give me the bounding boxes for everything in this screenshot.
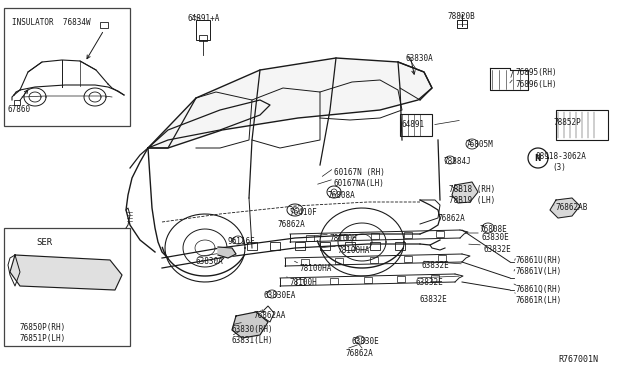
Text: 60167NA(LH): 60167NA(LH) — [334, 179, 385, 188]
Bar — [395, 242, 405, 250]
Text: 63831(LH): 63831(LH) — [231, 336, 273, 345]
Bar — [199, 35, 207, 41]
Text: 64891: 64891 — [402, 120, 425, 129]
Text: 76862A: 76862A — [438, 214, 466, 223]
Text: 63832E: 63832E — [420, 295, 448, 304]
Polygon shape — [10, 255, 122, 290]
Bar — [301, 259, 309, 264]
Bar — [556, 110, 608, 140]
Text: 76861Q(RH): 76861Q(RH) — [516, 285, 563, 294]
Bar — [370, 242, 380, 250]
Text: 76862A: 76862A — [346, 349, 374, 358]
Polygon shape — [218, 247, 236, 258]
Text: 76410F: 76410F — [290, 208, 317, 217]
Bar — [295, 242, 305, 250]
Bar — [270, 242, 280, 250]
Bar — [457, 20, 467, 28]
Bar — [296, 279, 304, 285]
Text: (3): (3) — [552, 163, 566, 172]
Bar — [100, 22, 108, 28]
Bar — [369, 257, 378, 263]
Text: 78B18 (RH): 78B18 (RH) — [449, 185, 495, 194]
Text: 78100H: 78100H — [330, 234, 358, 243]
Polygon shape — [232, 312, 268, 338]
Text: 76862A: 76862A — [278, 220, 306, 229]
Bar — [404, 256, 412, 262]
Bar — [339, 234, 346, 240]
Text: 78100H: 78100H — [290, 278, 317, 287]
Bar — [196, 20, 210, 40]
Text: 76850P(RH): 76850P(RH) — [19, 323, 65, 332]
Text: 76861V(LH): 76861V(LH) — [516, 267, 563, 276]
Text: 76861R(LH): 76861R(LH) — [516, 296, 563, 305]
Text: 64891+A: 64891+A — [188, 14, 220, 23]
Bar — [14, 100, 20, 105]
Text: 76808A: 76808A — [327, 191, 355, 200]
Bar — [371, 233, 379, 239]
Text: 76862AA: 76862AA — [254, 311, 286, 320]
Text: 08918-3062A: 08918-3062A — [536, 152, 587, 161]
Text: 63830E: 63830E — [481, 233, 509, 242]
Text: 63832E: 63832E — [415, 278, 443, 287]
Polygon shape — [550, 198, 580, 218]
Text: R767001N: R767001N — [558, 355, 598, 364]
Bar — [330, 278, 338, 284]
Text: 76805M: 76805M — [466, 140, 493, 149]
Bar — [397, 276, 405, 282]
Text: 76808E: 76808E — [479, 225, 507, 234]
Bar — [4, 8, 130, 126]
Bar — [436, 231, 444, 237]
Text: 63830A: 63830A — [196, 257, 224, 266]
Bar — [400, 114, 432, 136]
Text: 78820B: 78820B — [448, 12, 476, 21]
Text: 76896(LH): 76896(LH) — [516, 80, 557, 89]
Text: INSULATOR  76834W: INSULATOR 76834W — [12, 18, 91, 27]
Text: 78852P: 78852P — [554, 118, 582, 127]
Text: 76861U(RH): 76861U(RH) — [516, 256, 563, 265]
Text: 63830E: 63830E — [352, 337, 380, 346]
Text: 78100HA: 78100HA — [300, 264, 332, 273]
Polygon shape — [148, 58, 432, 148]
Text: 63830A: 63830A — [406, 54, 434, 63]
Bar — [306, 234, 314, 241]
Bar — [403, 232, 412, 238]
Bar — [320, 242, 330, 250]
Text: N: N — [534, 154, 541, 163]
Bar — [364, 277, 371, 283]
Text: 63830(RH): 63830(RH) — [231, 325, 273, 334]
Text: 78884J: 78884J — [443, 157, 471, 166]
Text: 63830EA: 63830EA — [264, 291, 296, 300]
Text: 63832E: 63832E — [483, 245, 511, 254]
Text: 60167N (RH): 60167N (RH) — [334, 168, 385, 177]
Text: 96116E: 96116E — [227, 237, 255, 246]
Bar — [335, 258, 343, 264]
Text: 76851P(LH): 76851P(LH) — [19, 334, 65, 343]
Text: 63832E: 63832E — [421, 261, 449, 270]
Bar — [247, 242, 257, 250]
Text: 67860: 67860 — [8, 105, 31, 114]
Text: 76895(RH): 76895(RH) — [516, 68, 557, 77]
Bar — [438, 256, 446, 262]
Text: 76862AB: 76862AB — [556, 203, 588, 212]
Bar — [431, 275, 439, 282]
Bar — [4, 228, 130, 346]
Text: SER: SER — [36, 238, 52, 247]
Bar — [345, 242, 355, 250]
Polygon shape — [452, 182, 478, 203]
Text: 78100HA: 78100HA — [338, 246, 371, 255]
Text: 78B19 (LH): 78B19 (LH) — [449, 196, 495, 205]
